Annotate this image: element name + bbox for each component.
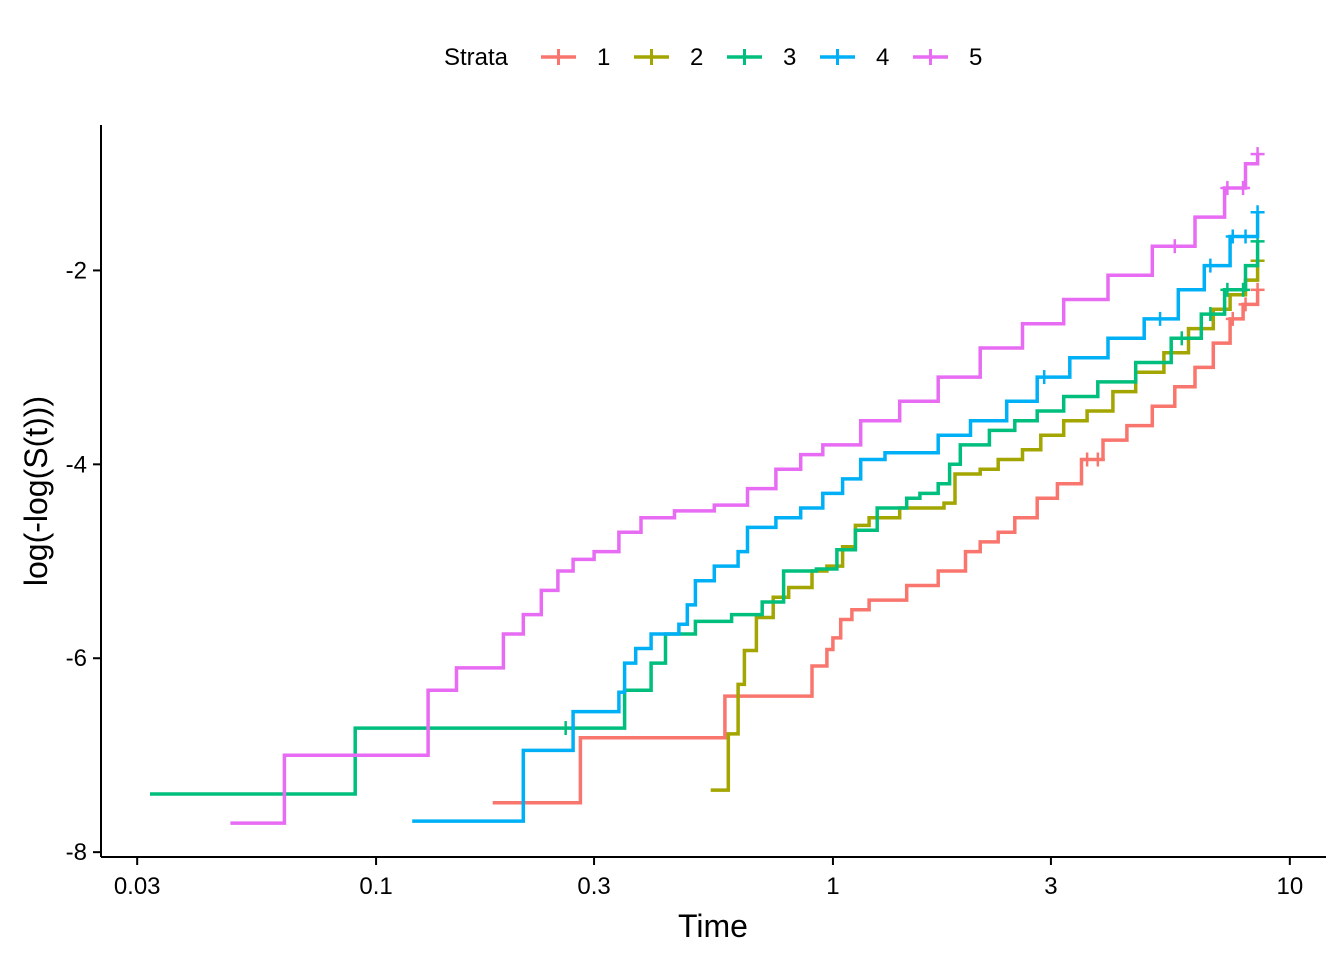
series-4-line (412, 212, 1260, 823)
x-tick-label: 1 (826, 873, 839, 900)
series-1-line (492, 289, 1260, 805)
legend: Strata 1 2 3 4 5 (444, 44, 982, 71)
x-tick-label: 0.03 (114, 873, 161, 900)
legend-item-3: 3 (727, 44, 796, 71)
y-tick-label: -2 (66, 257, 87, 284)
series-4-censor-mark (1250, 205, 1265, 220)
series-5-censor-mark (1220, 181, 1235, 196)
legend-label: 3 (783, 44, 796, 71)
legend-item-5: 5 (913, 44, 982, 71)
series-5-censor-mark (1236, 181, 1251, 196)
series-3-censor-mark (558, 721, 573, 736)
legend-title: Strata (444, 44, 509, 71)
series-4-censor-mark (1203, 258, 1218, 273)
series-5-censor-mark (1250, 147, 1265, 162)
series-5-censor-mark (1167, 239, 1182, 254)
series-2-line (710, 260, 1260, 792)
series-3-censor-mark (1220, 282, 1235, 297)
y-tick-label: -4 (66, 451, 87, 478)
x-tick-label: 0.3 (577, 873, 610, 900)
legend-item-2: 2 (634, 44, 703, 71)
x-tick-label: 3 (1044, 873, 1057, 900)
series-4-censor-mark (1037, 370, 1052, 385)
legend-label: 4 (876, 44, 889, 71)
series-1-censor-mark (1225, 311, 1240, 326)
legend-label: 2 (690, 44, 703, 71)
series-3-censor-mark (1236, 282, 1251, 297)
x-axis-title: Time (678, 908, 748, 944)
series-4-censor-mark (1153, 311, 1168, 326)
x-tick-label: 0.1 (359, 873, 392, 900)
series-5-line (230, 154, 1260, 825)
series-1-censor-mark (1238, 297, 1253, 312)
x-tick-label: 10 (1276, 873, 1303, 900)
series-3-censor-mark (1203, 307, 1218, 322)
series-1-censor-mark (1250, 282, 1265, 297)
legend-label: 5 (969, 44, 982, 71)
legend-item-1: 1 (541, 44, 610, 71)
y-tick-label: -6 (66, 645, 87, 672)
y-axis-title: log(-log(S(t))) (18, 396, 54, 586)
series-1-censor-mark (1090, 452, 1105, 467)
series-3-censor-mark (1174, 331, 1189, 346)
series-3-line (150, 241, 1260, 796)
series-4-censor-mark (1225, 229, 1240, 244)
legend-item-4: 4 (820, 44, 889, 71)
series-4-censor-mark (1238, 229, 1253, 244)
plot-area (150, 147, 1265, 825)
axes: 0.03 0.1 0.3 1 3 10 -8 -6 -4 -2 (66, 125, 1326, 900)
y-tick-label: -8 (66, 839, 87, 866)
legend-label: 1 (597, 44, 610, 71)
